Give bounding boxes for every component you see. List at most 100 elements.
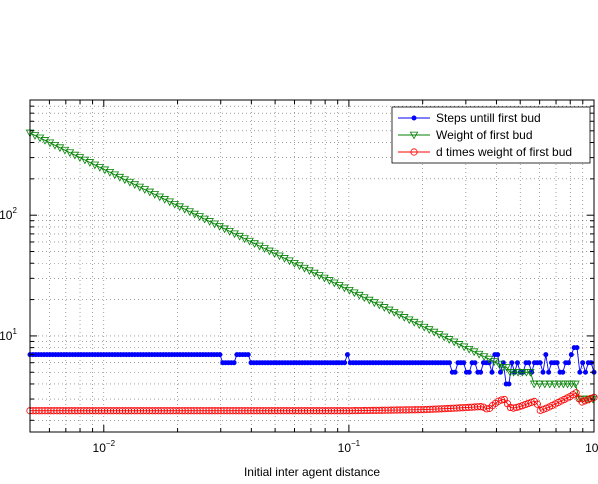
data-point	[545, 380, 555, 389]
tick-labels: 10−2 10−1 100 101 102	[0, 206, 598, 455]
data-point	[175, 407, 183, 415]
data-point	[466, 369, 472, 375]
data-point	[513, 368, 523, 377]
data-point	[321, 407, 330, 415]
ticks	[29, 99, 595, 432]
data-point	[259, 407, 267, 415]
data-point	[330, 407, 338, 415]
data-point	[265, 407, 273, 415]
y-tick-label: 102	[0, 206, 17, 222]
data-point	[181, 407, 189, 415]
data-point	[529, 380, 539, 389]
data-point	[178, 407, 186, 415]
data-point	[89, 407, 97, 415]
data-point	[438, 405, 446, 413]
data-point	[474, 403, 482, 411]
data-point	[127, 407, 136, 415]
data-point	[554, 380, 564, 389]
data-point	[446, 360, 452, 366]
data-point	[199, 407, 207, 415]
data-point	[103, 407, 112, 415]
data-point	[560, 369, 566, 375]
data-point	[333, 407, 341, 415]
data-point	[232, 407, 240, 415]
data-point	[396, 406, 404, 414]
data-point	[387, 406, 395, 414]
data-point	[244, 407, 252, 415]
data-point	[106, 407, 115, 415]
data-point	[280, 407, 288, 415]
data-point	[38, 407, 46, 415]
data-point	[461, 360, 467, 366]
data-point	[71, 407, 79, 415]
data-point	[109, 407, 118, 415]
data-point	[468, 403, 476, 411]
data-point	[414, 406, 422, 414]
legend-marker	[409, 131, 419, 140]
data-point	[423, 405, 431, 414]
data-point	[540, 369, 546, 375]
data-point	[92, 407, 100, 415]
data-point	[115, 407, 124, 415]
data-point	[47, 407, 55, 415]
data-point	[289, 407, 297, 415]
data-point	[399, 406, 407, 414]
data-point	[342, 407, 350, 415]
data-point	[432, 405, 440, 413]
data-point	[559, 380, 568, 389]
data-point	[342, 360, 348, 366]
data-point	[344, 352, 350, 358]
data-point	[112, 407, 121, 415]
data-point	[80, 407, 88, 415]
data-point	[121, 407, 130, 415]
data-point	[366, 406, 374, 415]
data-point	[336, 407, 344, 415]
data-point	[277, 407, 285, 415]
data-point	[83, 407, 91, 415]
data-point	[184, 407, 192, 415]
data-point	[238, 407, 246, 415]
data-point	[268, 407, 276, 415]
data-point	[306, 407, 315, 415]
y-tick-label: 101	[0, 327, 17, 343]
data-point	[447, 404, 455, 412]
data-point	[303, 407, 312, 415]
data-point	[402, 406, 410, 414]
data-point	[450, 404, 458, 412]
data-point	[217, 407, 225, 415]
data-point	[154, 407, 162, 415]
data-point	[393, 406, 401, 414]
data-point	[148, 407, 156, 415]
data-point	[220, 407, 228, 415]
data-point	[118, 407, 127, 415]
data-point	[130, 407, 139, 415]
data-point	[245, 352, 251, 358]
data-point	[35, 407, 43, 415]
data-point	[309, 407, 318, 415]
data-point	[223, 407, 231, 415]
data-point	[41, 407, 49, 415]
legend-marker	[410, 148, 418, 156]
data-point	[235, 407, 243, 415]
data-point	[133, 407, 142, 415]
data-point	[142, 407, 150, 415]
data-point	[526, 368, 535, 377]
data-point	[274, 407, 282, 415]
series-layer	[25, 129, 598, 415]
data-point	[535, 380, 544, 389]
data-point	[543, 352, 549, 358]
x-tick-label: 10−2	[93, 439, 116, 455]
data-point	[202, 407, 210, 415]
data-point	[214, 407, 222, 415]
data-point	[151, 407, 159, 415]
data-point	[229, 407, 237, 415]
data-point	[574, 345, 580, 351]
data-point	[318, 407, 327, 415]
data-point	[533, 400, 541, 408]
data-point	[312, 407, 321, 415]
data-point	[300, 407, 309, 415]
data-point	[405, 406, 413, 414]
data-point	[297, 407, 306, 415]
data-point	[327, 407, 335, 415]
data-point	[166, 407, 174, 415]
